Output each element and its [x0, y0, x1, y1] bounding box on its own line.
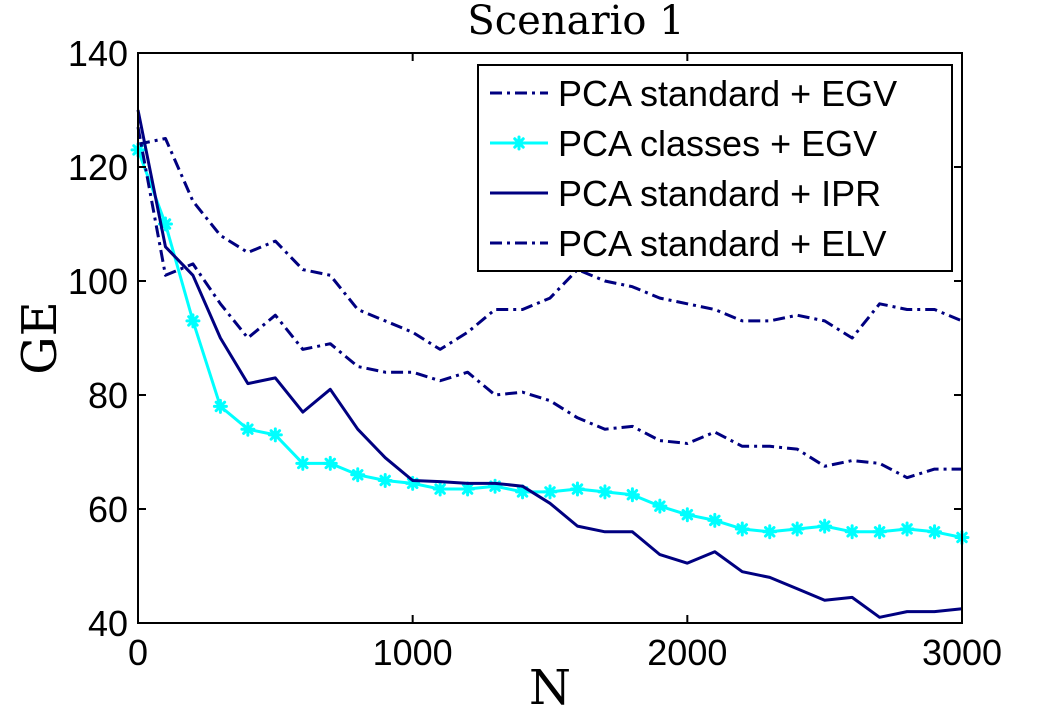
legend-label: PCA standard + IPR [558, 173, 881, 214]
series-2-point [267, 427, 283, 443]
series-2-point [569, 481, 585, 497]
y-tick-label: 120 [68, 147, 128, 188]
x-tick-label: 3000 [922, 632, 1002, 673]
y-tick-label: 140 [68, 33, 128, 74]
y-tick-label: 40 [88, 603, 128, 644]
plot-lines [130, 109, 970, 619]
series-2-point [432, 481, 448, 497]
chart-title: Scenario 1 [467, 0, 684, 44]
series-2-point [927, 524, 943, 540]
series-2-point [707, 512, 723, 528]
series-2-point [295, 455, 311, 471]
legend-box [477, 64, 953, 272]
y-tick-label: 60 [88, 489, 128, 530]
series-line-4 [136, 126, 962, 480]
series-2-point [789, 521, 805, 537]
legend-label: PCA standard + EGV [558, 73, 897, 114]
legend-label: PCA standard + ELV [558, 223, 887, 264]
y-tick-label: 100 [68, 261, 128, 302]
series-2-point [762, 524, 778, 540]
y-tick-label: 80 [88, 375, 128, 416]
series-2-point [624, 487, 640, 503]
series-2-point [899, 521, 915, 537]
series-2-point [322, 455, 338, 471]
x-tick-label: 0 [128, 632, 148, 673]
y-axis-label: GE [12, 301, 68, 374]
series-2-point [212, 398, 228, 414]
series-line-3 [136, 109, 963, 619]
series-2-point [817, 518, 833, 534]
legend: PCA standard + EGV PCA classes + EGV PCA s… [477, 64, 953, 272]
series-2-point [377, 473, 393, 488]
series-2-point [844, 524, 860, 540]
series-line-1 [137, 137, 963, 351]
x-tick-label: 1000 [373, 632, 453, 673]
series-2-point [240, 421, 256, 437]
legend-label: PCA classes + EGV [558, 123, 877, 164]
x-axis-label: N [529, 660, 571, 710]
x-tick-label: 2000 [647, 632, 727, 673]
series-2-point [460, 481, 476, 497]
plot-frame [137, 52, 963, 624]
series-2-point [542, 484, 558, 500]
series-2-point [679, 507, 695, 523]
series-2-point [597, 484, 613, 500]
series-2-point [185, 313, 201, 329]
series-2-point [652, 498, 668, 514]
axis-ticks: 0 1000 2000 3000 40 60 80 100 120 140 [68, 33, 1002, 673]
series-2-point [734, 521, 750, 537]
series-2-point [350, 467, 366, 483]
legend-marker [511, 135, 527, 151]
series-2-point [872, 524, 888, 540]
